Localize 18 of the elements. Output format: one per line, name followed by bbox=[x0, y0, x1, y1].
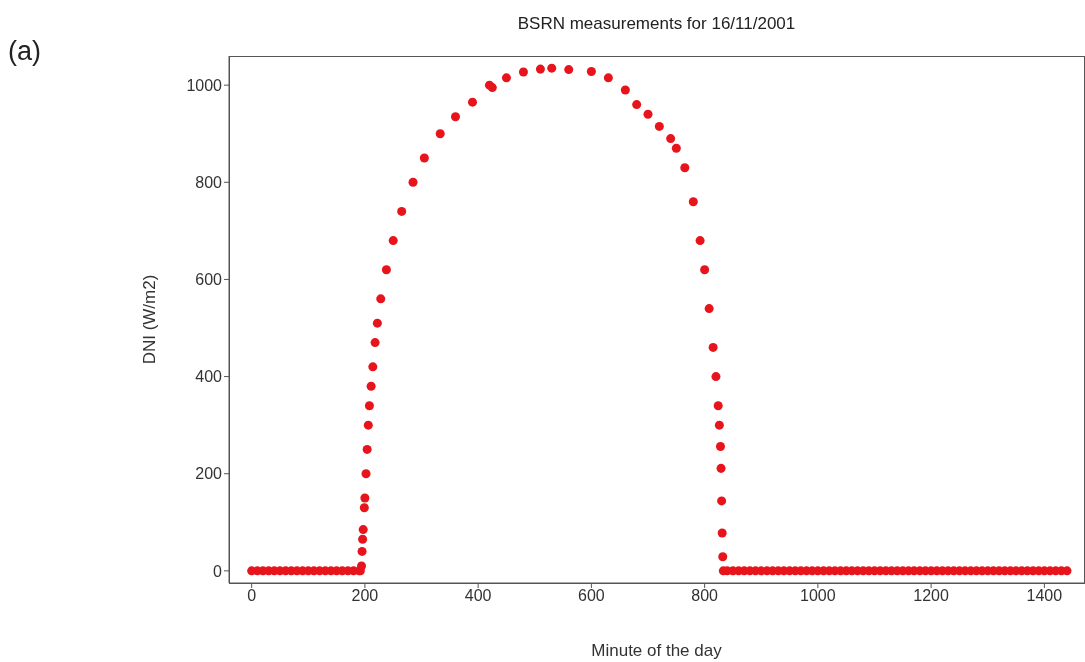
y-axis-title: DNI (W/m2) bbox=[139, 274, 159, 365]
y-tick-label: 0 bbox=[213, 562, 223, 580]
y-tick-label: 400 bbox=[195, 368, 223, 386]
text: (a) bbox=[8, 36, 41, 67]
x-tick-label: 1400 bbox=[1026, 587, 1063, 605]
x-tick-label: 1200 bbox=[913, 587, 950, 605]
x-axis-title: Minute of the day bbox=[591, 641, 723, 660]
x-tick-label: 800 bbox=[691, 587, 719, 605]
chart-title: BSRN measurements for 16/11/2001 bbox=[516, 14, 797, 34]
x-tick-label: 1000 bbox=[800, 587, 836, 605]
x-tick-label: 400 bbox=[464, 587, 492, 605]
y-tick-label: 200 bbox=[195, 465, 223, 483]
x-tick-label: 0 bbox=[247, 587, 257, 605]
x-tick-label: 200 bbox=[351, 587, 379, 605]
y-tick-label: 800 bbox=[195, 173, 223, 191]
y-tick-label: 1000 bbox=[186, 76, 223, 94]
y-tick-label: 600 bbox=[195, 271, 223, 289]
x-tick-label: 600 bbox=[578, 587, 605, 605]
